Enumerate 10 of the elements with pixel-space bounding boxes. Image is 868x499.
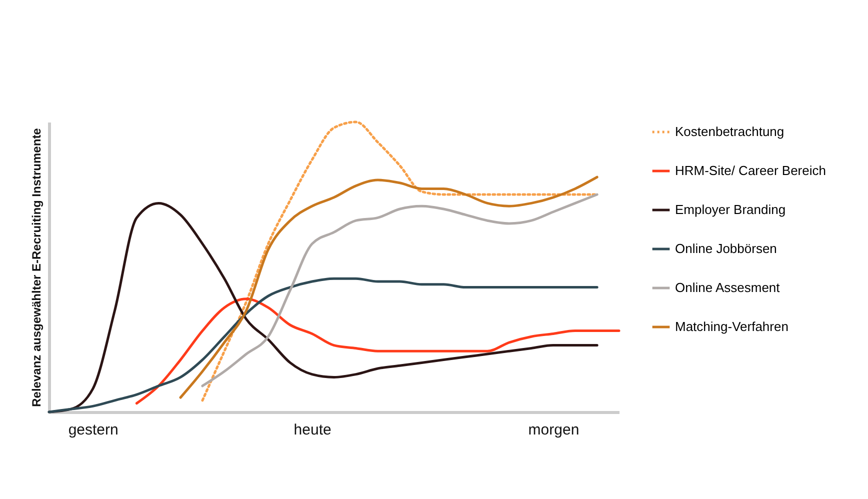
legend-label: Kostenbetrachtung (675, 124, 784, 139)
legend-label: Employer Branding (675, 202, 786, 217)
x-tick-label: heute (294, 422, 332, 438)
x-tick-label: morgen (528, 422, 580, 438)
y-axis-title: Relevanz ausgewählter E-Recruiting Instrumente (30, 128, 44, 407)
x-tick-label: gestern (68, 422, 118, 438)
legend-label: Matching-Verfahren (675, 319, 788, 334)
legend-label: HRM-Site/ Career Bereich (675, 163, 826, 178)
legend-label: Online Jobbörsen (675, 241, 777, 256)
legend-label: Online Assesment (675, 280, 780, 295)
